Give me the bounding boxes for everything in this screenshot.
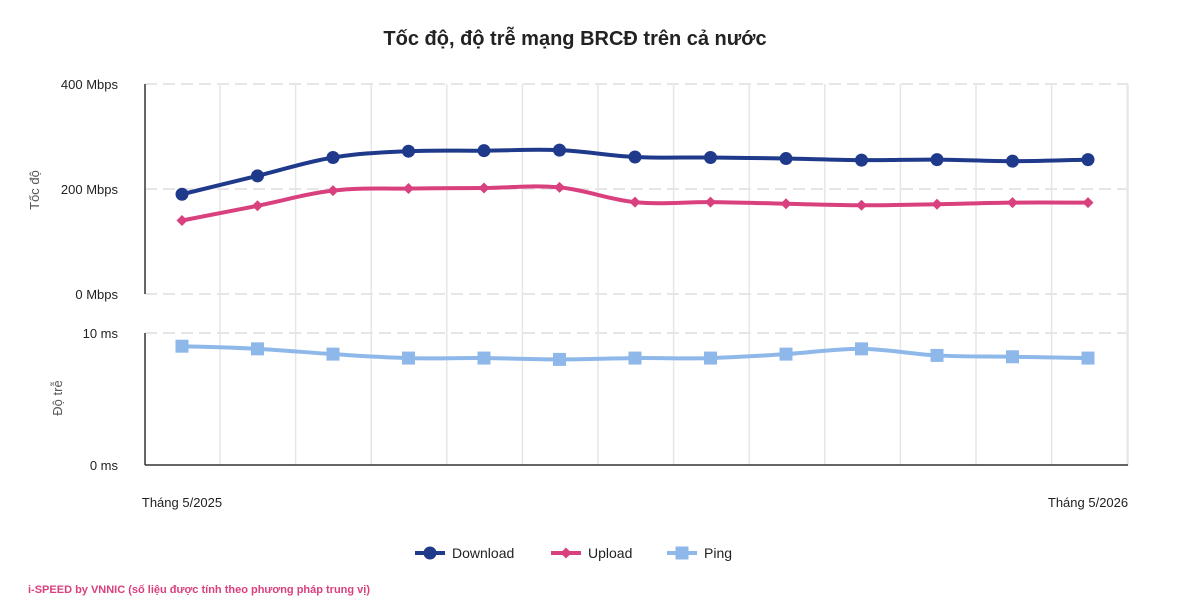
data-point-ping (780, 348, 793, 361)
data-point-download (1006, 155, 1019, 168)
data-point-download (402, 145, 415, 158)
data-point-ping (1082, 352, 1095, 365)
data-point-download (1082, 153, 1095, 166)
data-point-upload (1007, 197, 1018, 208)
data-point-download (629, 150, 642, 163)
y-tick-label: 400 Mbps (61, 77, 119, 92)
legend-marker (424, 547, 437, 560)
data-point-upload (630, 197, 641, 208)
data-point-download (553, 144, 566, 157)
grid (145, 84, 1128, 465)
y-axis-title: Độ trễ (50, 380, 65, 415)
y-tick-label: 0 ms (90, 458, 119, 473)
y-tick-label: 200 Mbps (61, 182, 119, 197)
data-point-upload (252, 200, 263, 211)
data-point-upload (177, 215, 188, 226)
legend-label: Ping (704, 545, 732, 561)
data-point-download (251, 169, 264, 182)
data-point-upload (781, 198, 792, 209)
data-point-download (704, 151, 717, 164)
legend-item-upload[interactable]: Upload (551, 545, 632, 561)
data-point-download (176, 188, 189, 201)
chart-title: Tốc độ, độ trễ mạng BRCĐ trên cả nước (383, 26, 766, 50)
data-point-upload (1083, 197, 1094, 208)
data-point-ping (855, 342, 868, 355)
data-point-ping (629, 352, 642, 365)
data-point-download (478, 144, 491, 157)
legend-item-download[interactable]: Download (415, 545, 514, 561)
data-point-ping (553, 353, 566, 366)
legend-marker (676, 547, 689, 560)
legend-label: Upload (588, 545, 632, 561)
data-point-ping (478, 352, 491, 365)
axes: 0 Mbps 200 Mbps 400 Mbps Tốc độ 0 ms 10 ms Độ … (27, 77, 1128, 473)
data-point-ping (704, 352, 717, 365)
data-point-download (780, 152, 793, 165)
data-point-ping (1006, 350, 1019, 363)
data-point-ping (402, 352, 415, 365)
data-point-upload (479, 182, 490, 193)
data-point-ping (327, 348, 340, 361)
legend-marker (561, 548, 572, 559)
data-point-upload (705, 197, 716, 208)
data-point-ping (931, 349, 944, 362)
data-point-upload (932, 199, 943, 210)
data-point-upload (554, 182, 565, 193)
legend-item-ping[interactable]: Ping (667, 545, 732, 561)
legend-label: Download (452, 545, 514, 561)
data-point-upload (328, 185, 339, 196)
y-tick-label: 10 ms (83, 326, 119, 341)
x-tick-label-end: Tháng 5/2026 (1048, 495, 1128, 510)
data-point-ping (251, 342, 264, 355)
data-point-download (931, 153, 944, 166)
y-tick-label: 0 Mbps (75, 287, 118, 302)
data-point-upload (403, 183, 414, 194)
x-tick-label-start: Tháng 5/2025 (142, 495, 222, 510)
data-point-download (855, 154, 868, 167)
data-point-upload (856, 200, 867, 211)
data-point-download (327, 151, 340, 164)
y-axis-title: Tốc độ (27, 170, 42, 210)
legend[interactable]: Download Upload Ping (415, 545, 732, 561)
footer-credit: i-SPEED by VNNIC (số liệu được tính theo… (28, 584, 370, 596)
data-point-ping (176, 340, 189, 353)
